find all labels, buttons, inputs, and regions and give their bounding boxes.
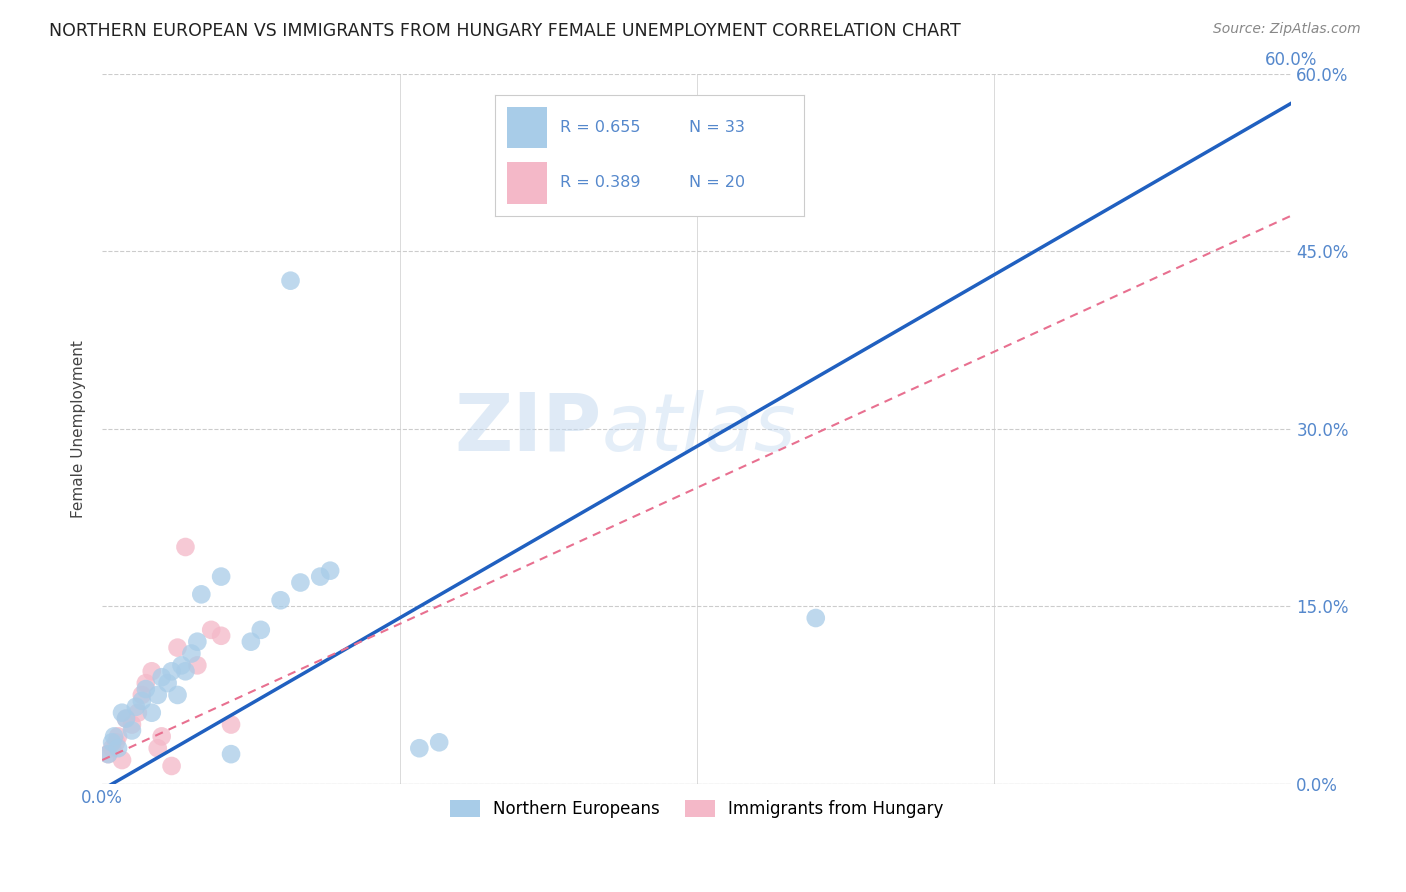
Point [186,634,208,648]
Legend: Northern Europeans, Immigrants from Hungary: Northern Europeans, Immigrants from Hung… [443,794,950,825]
Y-axis label: Female Unemployment: Female Unemployment [72,340,86,517]
Point [97,747,120,761]
Point [101,741,124,756]
Point [166,688,188,702]
Point [150,670,173,684]
Point [107,730,129,744]
Point [804,611,827,625]
Point [174,540,197,554]
Point [309,569,332,583]
Text: ZIP: ZIP [454,390,602,467]
Point [103,730,125,744]
Point [121,723,143,738]
Point [135,676,157,690]
Text: Source: ZipAtlas.com: Source: ZipAtlas.com [1213,22,1361,37]
Point [170,658,193,673]
Point [239,634,262,648]
Point [408,741,430,756]
Point [174,665,197,679]
Text: NORTHERN EUROPEAN VS IMMIGRANTS FROM HUNGARY FEMALE UNEMPLOYMENT CORRELATION CHA: NORTHERN EUROPEAN VS IMMIGRANTS FROM HUN… [49,22,960,40]
Point [209,629,232,643]
Point [280,274,302,288]
Point [111,706,134,720]
Point [97,747,120,761]
Point [131,694,153,708]
Point [115,712,138,726]
Point [146,741,169,756]
Point [290,575,312,590]
Point [131,688,153,702]
Point [249,623,271,637]
Point [219,747,242,761]
Point [270,593,292,607]
Point [319,564,342,578]
Text: atlas: atlas [602,390,796,467]
Point [115,712,138,726]
Point [209,569,232,583]
Point [101,735,124,749]
Point [146,688,169,702]
Point [125,699,148,714]
Point [105,735,128,749]
Point [166,640,188,655]
Point [180,647,202,661]
Point [111,753,134,767]
Point [219,717,242,731]
Point [141,706,163,720]
Point [186,658,208,673]
Point [107,741,129,756]
Point [160,665,183,679]
Point [200,623,222,637]
Point [150,730,173,744]
Point [156,676,179,690]
Point [160,759,183,773]
Point [141,665,163,679]
Point [190,587,212,601]
Point [135,681,157,696]
Point [121,717,143,731]
Point [427,735,450,749]
Point [127,706,149,720]
